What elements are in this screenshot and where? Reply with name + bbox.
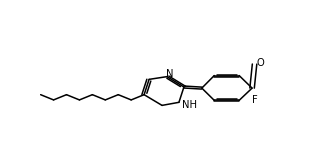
Text: N: N	[166, 69, 173, 79]
Text: O: O	[256, 58, 264, 68]
Text: F: F	[252, 95, 258, 105]
Text: NH: NH	[182, 100, 197, 109]
